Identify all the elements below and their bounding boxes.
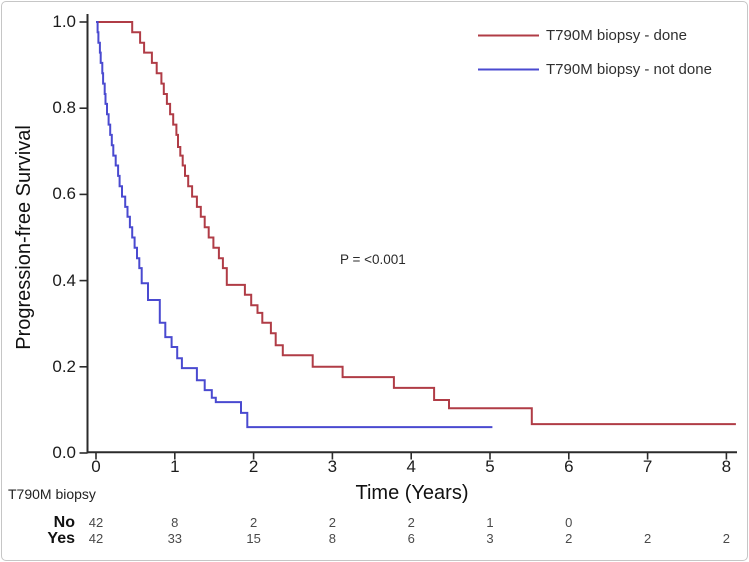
x-tick-label: 7 — [642, 457, 653, 476]
y-tick-label: 1.0 — [52, 12, 76, 31]
risk-count: 8 — [328, 531, 336, 546]
risk-row-label-yes: Yes — [47, 530, 75, 547]
risk-count: 0 — [565, 515, 573, 530]
x-tick-label: 4 — [406, 457, 416, 476]
risk-table-group-label: T790M biopsy — [8, 486, 96, 502]
risk-count: 2 — [407, 515, 415, 530]
p-value-annotation: P = <0.001 — [340, 252, 406, 267]
risk-count: 1 — [486, 515, 494, 530]
x-tick-label: 5 — [485, 457, 495, 476]
risk-row-yes: 42 33 15 8 6 3 2 2 2 — [0, 531, 749, 547]
risk-count: 2 — [722, 531, 730, 546]
risk-row-label-no: No — [53, 514, 75, 531]
risk-count: 33 — [167, 531, 183, 546]
x-tick-label: 2 — [248, 457, 259, 476]
y-ticks — [79, 21, 88, 454]
y-tick-label: 0.8 — [52, 98, 76, 118]
risk-count: 2 — [565, 531, 573, 546]
km-curve-not-done — [96, 21, 493, 429]
risk-count: 15 — [246, 531, 261, 546]
y-tick-label: 0.4 — [52, 270, 76, 290]
km-curve-done — [96, 21, 736, 426]
legend-label-not-done: T790M biopsy - not done — [546, 61, 712, 78]
risk-count: 8 — [171, 515, 179, 530]
legend-label-done: T790M biopsy - done — [546, 27, 687, 44]
risk-count: 3 — [486, 531, 494, 546]
y-tick-label: 0.0 — [52, 443, 76, 462]
x-tick-label: 8 — [721, 457, 732, 476]
y-tick-label: 0.6 — [52, 184, 76, 204]
y-tick-label: 0.2 — [52, 356, 76, 376]
y-axis-title-box: Progression-free Survival — [2, 22, 46, 453]
risk-count: 42 — [88, 531, 104, 546]
y-axis-title: Progression-free Survival — [12, 125, 35, 350]
risk-row-no: 42 8 2 2 2 1 0 — [0, 515, 749, 531]
risk-count: 2 — [249, 515, 258, 530]
risk-count: 2 — [643, 531, 652, 546]
x-tick-label: 6 — [564, 457, 574, 476]
risk-count: 6 — [407, 531, 415, 546]
x-axis-title: Time (Years) — [355, 482, 469, 504]
x-tick-label: 0 — [91, 457, 101, 476]
x-tick-label: 1 — [170, 457, 180, 476]
x-tick-label: 3 — [327, 457, 338, 476]
risk-count: 42 — [88, 515, 104, 530]
risk-count: 2 — [328, 515, 336, 530]
x-ticks — [95, 452, 728, 460]
